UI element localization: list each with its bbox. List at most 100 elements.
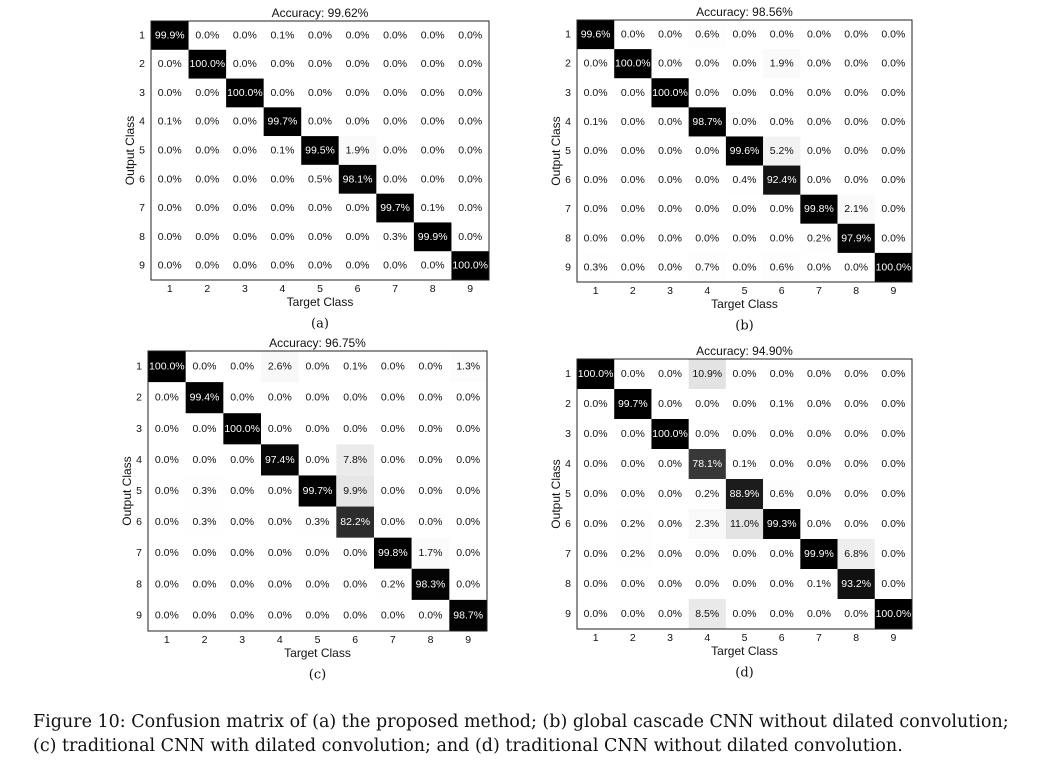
chart-title: Accuracy: 99.62%: [272, 6, 369, 20]
cell-value-label: 0.0%: [658, 174, 682, 186]
matrix-cell: [763, 509, 801, 539]
cell-value-label: 0.0%: [658, 548, 682, 560]
cell-value-label: 0.0%: [268, 547, 292, 559]
matrix-cell: [298, 475, 337, 507]
cell-value-label: 0.0%: [458, 173, 482, 185]
y-axis-label: Output Class: [123, 116, 137, 185]
x-tick-label: 4: [704, 632, 710, 644]
cell-value-label: 0.0%: [456, 516, 480, 528]
x-tick-label: 9: [890, 632, 896, 644]
panel-label: (a): [311, 317, 329, 332]
cell-value-label: 0.0%: [695, 145, 719, 157]
cell-value-label: 0.0%: [807, 116, 831, 128]
cell-value-label: 0.0%: [733, 261, 757, 273]
cell-value-label: 0.0%: [383, 87, 407, 99]
cell-value-label: 0.0%: [621, 608, 645, 620]
cell-value-label: 0.4%: [733, 174, 757, 186]
y-axis-label: Output Class: [120, 456, 134, 525]
cell-value-label: 0.0%: [695, 232, 719, 244]
cell-value-label: 0.0%: [621, 174, 645, 186]
cell-value-label: 0.0%: [158, 231, 182, 243]
x-tick-label: 3: [667, 285, 673, 297]
cell-value-label: 0.0%: [306, 361, 330, 373]
cell-value-label: 99.8%: [804, 203, 834, 215]
matrix-cell: [185, 382, 224, 414]
cell-value-label: 0.0%: [807, 398, 831, 410]
cell-value-label: 0.0%: [658, 488, 682, 500]
cell-value-label: 0.3%: [193, 516, 217, 528]
cell-value-label: 0.0%: [343, 392, 367, 404]
cell-value-label: 100.0%: [876, 608, 912, 620]
cell-value-label: 0.2%: [621, 518, 645, 530]
x-tick-label: 9: [465, 634, 471, 646]
cell-value-label: 0.1%: [421, 202, 445, 214]
cell-value-label: 0.0%: [193, 361, 217, 373]
cell-value-label: 0.0%: [881, 578, 905, 590]
y-tick-label: 6: [565, 518, 571, 530]
cell-value-label: 0.0%: [381, 454, 405, 466]
cell-value-label: 0.0%: [421, 58, 445, 70]
y-tick-label: 2: [139, 58, 145, 70]
cell-value-label: 93.2%: [841, 578, 871, 590]
cell-value-label: 0.0%: [155, 547, 179, 559]
x-tick-label: 3: [242, 283, 248, 295]
matrix-cell: [411, 568, 450, 600]
cell-value-label: 100.0%: [227, 87, 263, 99]
panel-label: (c): [309, 668, 326, 683]
cell-value-label: 0.0%: [195, 202, 219, 214]
cell-value-label: 100.0%: [876, 261, 912, 273]
y-tick-label: 6: [136, 516, 142, 528]
cell-value-label: 0.0%: [383, 260, 407, 272]
cell-value-label: 0.0%: [233, 231, 257, 243]
cell-value-label: 0.0%: [419, 609, 443, 621]
matrix-cell: [188, 49, 227, 79]
cell-value-label: 0.0%: [308, 116, 332, 128]
y-tick-label: 2: [565, 398, 571, 410]
cell-value-label: 0.0%: [584, 548, 608, 560]
panel-label: (b): [735, 319, 753, 334]
y-tick-label: 8: [565, 578, 571, 590]
cell-value-label: 0.0%: [844, 488, 868, 500]
cell-value-label: 0.0%: [195, 260, 219, 272]
cell-value-label: 0.0%: [844, 174, 868, 186]
cell-value-label: 0.0%: [308, 58, 332, 70]
matrix-cell: [763, 389, 801, 419]
cell-value-label: 0.0%: [621, 428, 645, 440]
cell-value-label: 0.0%: [807, 58, 831, 70]
cell-value-label: 0.0%: [343, 547, 367, 559]
cell-value-label: 0.0%: [346, 202, 370, 214]
matrix-cell: [223, 413, 261, 445]
cell-value-label: 0.0%: [383, 145, 407, 157]
cell-value-label: 0.0%: [230, 516, 254, 528]
cell-value-label: 99.8%: [378, 547, 408, 559]
cell-value-label: 0.0%: [695, 203, 719, 215]
cell-value-label: 0.0%: [695, 578, 719, 590]
matrix-cell: [374, 568, 412, 600]
cell-value-label: 0.0%: [158, 145, 182, 157]
cell-value-label: 0.0%: [419, 392, 443, 404]
cell-value-label: 0.0%: [458, 202, 482, 214]
cell-value-label: 1.3%: [456, 361, 480, 373]
cell-value-label: 0.0%: [844, 58, 868, 70]
matrix-cell: [336, 351, 374, 383]
matrix-cell: [263, 107, 302, 137]
x-axis-label: Target Class: [284, 646, 351, 660]
cell-value-label: 0.0%: [658, 368, 682, 380]
cell-value-label: 0.0%: [658, 116, 682, 128]
cell-value-label: 0.0%: [230, 547, 254, 559]
matrix-cell: [451, 251, 489, 280]
cell-value-label: 0.0%: [270, 87, 294, 99]
cell-value-label: 0.0%: [881, 458, 905, 470]
matrix-cell: [688, 20, 726, 50]
cell-value-label: 98.1%: [343, 173, 373, 185]
matrix-cell: [837, 194, 875, 224]
cell-value-label: 0.0%: [195, 29, 219, 41]
cell-value-label: 0.0%: [308, 202, 332, 214]
matrix-cell: [651, 78, 689, 108]
cell-value-label: 0.0%: [584, 488, 608, 500]
x-tick-label: 8: [428, 634, 434, 646]
matrix-cell: [651, 419, 689, 449]
cell-value-label: 0.0%: [584, 458, 608, 470]
cell-value-label: 0.0%: [881, 29, 905, 41]
cell-value-label: 99.7%: [380, 202, 410, 214]
